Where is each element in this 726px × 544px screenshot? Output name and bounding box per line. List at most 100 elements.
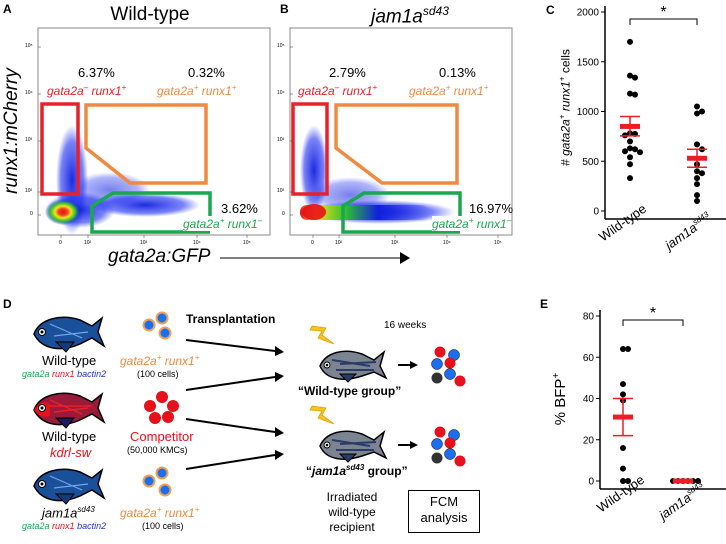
flow-a-xtick: 0	[59, 240, 62, 246]
flow-b-xtick: 10³	[391, 240, 399, 246]
y-tick-label: 1000	[577, 107, 600, 118]
group-label-jam1a: “jam1asd43 group”	[306, 463, 408, 478]
donor-1-cell-label: gata2a+ runx1+	[120, 353, 200, 368]
flow-a-ytick: 10⁵	[25, 43, 33, 49]
gate-orange-b-percent: 0.13%	[439, 65, 476, 80]
data-point	[694, 103, 700, 110]
lightning-icon-1	[309, 325, 335, 345]
y-tick-label: 20	[583, 435, 595, 446]
y-tick-label: 40	[583, 394, 595, 405]
data-point	[694, 141, 700, 148]
flow-b-xtick: 0	[311, 240, 314, 246]
cloud-hot-streak	[300, 205, 430, 220]
flow-b-ytick: 10³	[277, 137, 285, 143]
flow-a-xtick: 10⁵	[243, 240, 251, 246]
donor-1-name: Wild-type	[42, 353, 97, 368]
y-tick-label: 0	[593, 207, 599, 218]
gate-orange-a	[84, 103, 208, 185]
data-point	[694, 168, 700, 175]
y-tick-label: 0	[588, 477, 594, 488]
data-point	[627, 145, 633, 152]
flow-b-xtick: 10⁴	[443, 240, 451, 246]
panel-letter-a: A	[3, 2, 12, 16]
cloud-hot	[45, 199, 81, 225]
gate-red-a-label: gata2a– runx1+	[47, 83, 127, 98]
flow-b-x-axis	[312, 235, 499, 238]
fish-icon-jam1a-donor	[33, 467, 106, 505]
data-point	[622, 148, 628, 155]
flow-a-xtick: 10⁴	[193, 240, 201, 246]
significance-bracket	[629, 18, 698, 25]
fish-icon-wildtype-donor	[33, 315, 106, 353]
flow-a-ytick: 0	[30, 211, 33, 217]
donor-3-name: jam1asd43	[42, 505, 95, 521]
data-point	[632, 91, 638, 98]
data-point	[694, 110, 700, 117]
mean-bar	[613, 414, 633, 420]
data-point	[637, 149, 643, 156]
data-point	[620, 465, 626, 472]
fish-icon-kdrl-donor	[33, 391, 106, 429]
flow-a-y-axis	[38, 46, 41, 216]
chart-e-y-label: % BFP+	[551, 372, 569, 426]
chart-c-y-label: # gata2a+ runx1+ cells	[557, 49, 573, 166]
y-tick-label: 500	[582, 157, 599, 168]
donor-3-genes: gata2a runx1 bactin2	[22, 521, 107, 531]
donor-2-cell-label: Competitor	[130, 429, 194, 444]
flow-a-ytick: 10²	[25, 188, 33, 194]
analysis-arrows	[398, 361, 418, 449]
cell-cluster-competitor	[144, 391, 179, 424]
data-point	[695, 478, 701, 484]
flow-y-axis-label: runx1:mCherry	[1, 68, 22, 194]
data-point	[627, 175, 633, 182]
data-point	[620, 346, 626, 352]
panel-a-title: Wild-type	[110, 4, 190, 25]
flow-b-ytick: 10⁵	[277, 43, 285, 49]
data-point	[632, 146, 638, 153]
significance-star: *	[660, 4, 666, 21]
cell-cluster-result-jam1a-group	[431, 426, 466, 467]
data-point	[627, 38, 633, 45]
flow-a-ytick: 10⁴	[25, 90, 33, 96]
data-point	[694, 181, 700, 188]
flow-b-ytick: 10²	[277, 188, 285, 194]
gate-green-b-label: gata2a+ runx1–	[432, 216, 512, 231]
cloud-hot	[302, 204, 326, 220]
data-point	[699, 108, 705, 115]
gate-red-b-percent: 2.79%	[329, 65, 366, 80]
recipient-label: Irradiated wild-type recipient	[326, 490, 378, 534]
panel-letter-d: D	[3, 297, 12, 311]
donor-2-name: Wild-type	[42, 429, 97, 444]
data-point	[627, 154, 633, 161]
fish-icon-recipient-wildtype-group	[319, 349, 388, 383]
transplantation-label: Transplantation	[186, 312, 276, 326]
gate-red-a	[40, 102, 80, 196]
gate-orange-b-label: gata2a+ runx1+	[409, 83, 489, 98]
gate-red-b	[291, 102, 329, 196]
panel-b-title: jam1asd43	[371, 4, 449, 28]
flow-plot-a	[37, 27, 271, 238]
gate-green-b	[341, 191, 462, 234]
gate-green-a-label: gata2a+ runx1–	[183, 216, 263, 231]
donor-3-count: (100 cells)	[142, 521, 184, 531]
data-point	[627, 161, 633, 168]
flow-b-xtick: 10⁵	[494, 240, 502, 246]
data-point	[699, 170, 705, 177]
cell-cluster-gata2a-runx1-bottom	[142, 466, 172, 497]
mean-bar	[687, 155, 707, 161]
donor-3-cell-label: gata2a+ runx1+	[120, 505, 200, 520]
donor-2-count: (50,000 KMCs)	[127, 445, 188, 455]
mean-bar	[620, 123, 640, 129]
significance-bracket	[622, 319, 684, 326]
significance-star: *	[650, 305, 656, 322]
gfp-axis-arrowhead	[400, 252, 410, 264]
group-label-wildtype: “Wild-type group”	[298, 384, 402, 398]
flow-a-xtick: 10²	[84, 240, 92, 246]
weeks-label: 16 weeks	[384, 320, 427, 331]
gate-red-a-percent: 6.37%	[78, 65, 115, 80]
cell-cluster-result-wildtype-group	[431, 346, 466, 387]
data-point	[627, 72, 633, 79]
donor-1-count: (100 cells)	[137, 369, 179, 379]
flow-b-y-axis	[290, 46, 293, 216]
flow-x-axis-label: gata2a:GFP	[108, 246, 211, 267]
